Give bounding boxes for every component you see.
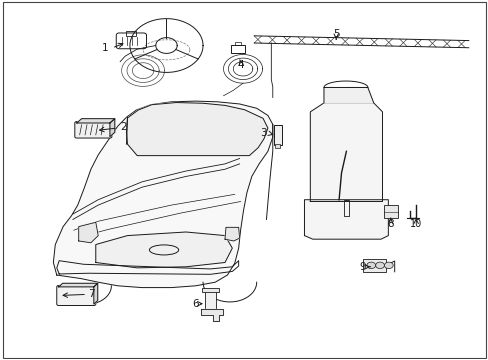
Bar [201, 288, 219, 292]
Text: 3: 3 [259, 128, 266, 138]
Text: 9: 9 [359, 262, 365, 272]
Bar [273, 125, 281, 145]
FancyBboxPatch shape [75, 122, 112, 138]
Bar [383, 205, 397, 218]
Text: 6: 6 [192, 299, 199, 309]
Polygon shape [94, 283, 98, 304]
Polygon shape [310, 103, 382, 202]
Text: 5: 5 [332, 29, 339, 39]
Circle shape [366, 262, 375, 269]
Text: 2: 2 [120, 122, 126, 132]
Polygon shape [224, 227, 239, 241]
Polygon shape [324, 87, 373, 103]
Polygon shape [59, 283, 98, 287]
Bar [275, 144, 280, 148]
Polygon shape [126, 103, 267, 156]
Bar [235, 42, 241, 45]
Polygon shape [77, 119, 115, 123]
Bar [231, 45, 244, 53]
Bar [204, 291, 216, 309]
Polygon shape [53, 101, 272, 288]
Polygon shape [304, 200, 387, 239]
Polygon shape [96, 232, 232, 268]
Bar [362, 259, 385, 272]
Text: 4: 4 [237, 60, 244, 70]
Bar [126, 31, 136, 36]
Text: 1: 1 [102, 43, 108, 53]
Text: 8: 8 [386, 219, 393, 229]
FancyBboxPatch shape [57, 285, 96, 306]
Text: 10: 10 [409, 219, 422, 229]
Circle shape [384, 262, 392, 269]
Text: 7: 7 [88, 289, 95, 299]
Polygon shape [110, 119, 115, 136]
Polygon shape [79, 222, 98, 243]
Circle shape [375, 262, 384, 269]
Polygon shape [200, 309, 222, 320]
